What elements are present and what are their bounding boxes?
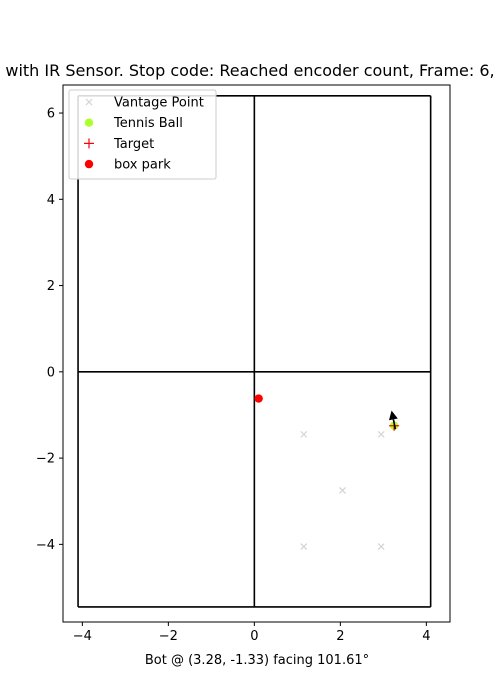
- y-axis-ticks: −4 −2 0 2 4 6: [36, 107, 63, 553]
- legend-marker: [84, 159, 94, 169]
- chart-title: with IR Sensor. Stop code: Reached encod…: [5, 61, 494, 80]
- legend-label: Target: [113, 137, 154, 152]
- marker-stroke: [339, 487, 346, 494]
- point-vantage-point: [300, 543, 308, 550]
- legend-marker: [84, 118, 94, 127]
- point-vantage-point: [377, 543, 385, 550]
- legend-label: Vantage Point: [114, 96, 204, 111]
- bot-layer: [388, 410, 398, 430]
- x-tick-label: −4: [73, 629, 92, 644]
- data-markers: [254, 394, 400, 550]
- x-tick-label: 4: [422, 629, 430, 644]
- marker-stroke: [377, 543, 385, 550]
- bot-arrow-head: [388, 410, 398, 421]
- axes-frame: [62, 84, 451, 623]
- point-vantage-point: [377, 430, 385, 438]
- legend-box: [68, 89, 217, 180]
- point-vantage-point: [300, 430, 308, 438]
- y-tick-label: 6: [47, 107, 55, 122]
- marker-stroke: [300, 543, 308, 550]
- legend: Vantage Point Tennis Ball Target box park: [68, 89, 217, 180]
- x-axis-label: Bot @ (3.28, -1.33) facing 101.61°: [145, 653, 369, 668]
- legend-label: Tennis Ball: [113, 116, 183, 131]
- legend-marker: [84, 138, 94, 149]
- y-tick-label: 0: [47, 365, 55, 380]
- x-axis-ticks: −4 −2 0 2 4: [73, 622, 430, 644]
- marker-stroke: [300, 430, 308, 438]
- marker-stroke: [85, 98, 93, 106]
- x-tick-label: −2: [159, 629, 178, 644]
- x-tick-label: 2: [336, 629, 344, 644]
- y-tick-label: 4: [47, 193, 55, 208]
- legend-label: box park: [114, 158, 171, 173]
- field-lines: [77, 94, 432, 608]
- y-tick-label: −2: [36, 452, 55, 467]
- point-vantage-point: [339, 487, 346, 494]
- y-tick-label: −4: [36, 538, 55, 553]
- legend-marker: [85, 98, 93, 106]
- point-box-park: [254, 394, 263, 403]
- x-tick-label: 0: [250, 629, 258, 644]
- bot-arrow-shaft: [392, 419, 397, 430]
- y-tick-label: 2: [47, 279, 55, 294]
- marker-stroke: [377, 430, 385, 438]
